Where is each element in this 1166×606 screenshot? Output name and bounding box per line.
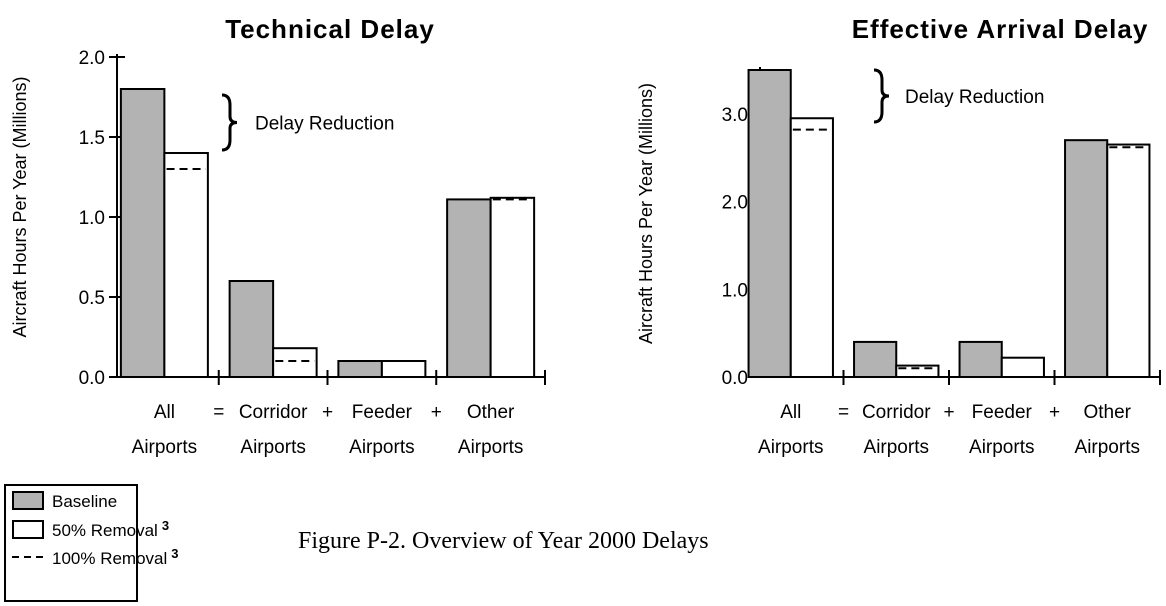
x-tick-label-line: Airports [758,437,823,458]
legend-box [4,484,138,602]
y-tick-label: 0.0 [79,368,105,389]
operator: = [838,402,849,423]
legend-label: 100% Removal [52,549,167,568]
bar [1106,143,1151,378]
y-tick-label: 1.5 [79,128,105,149]
x-tick-label-line: Airports [458,437,523,458]
bar [446,198,492,378]
bar [789,117,834,378]
x-tick-label-line: Feeder [352,402,413,423]
y-tick-label: 1.0 [79,208,105,229]
operator: + [1049,402,1060,423]
x-tick-label-line: Other [1083,402,1131,423]
operator: + [943,402,954,423]
chart-title: Technical Delay [225,14,435,44]
legend-note: 3 [162,518,169,533]
operator: + [322,402,333,423]
chart-title: Effective Arrival Delay [852,14,1149,44]
x-tick-label: All Airports [758,402,823,458]
legend-swatch [12,491,44,510]
x-tick-label-line: Other [467,402,515,423]
bar [163,152,209,378]
y-tick-label: 0.0 [722,368,748,389]
brace [873,68,890,124]
x-tick-label-line: Airports [1075,437,1140,458]
y-tick-label: 3.0 [722,105,748,126]
bar [1064,139,1109,378]
x-tick-label-line: Airports [132,437,197,458]
operator: + [431,402,442,423]
legend-label: 50% Removal [52,521,158,540]
y-tick-label: 0.5 [79,288,105,309]
bar [853,340,898,378]
x-tick-label: Other Airports [458,402,523,458]
bar [337,360,383,378]
x-tick-label: Feeder Airports [349,402,414,458]
x-tick-label-line: Airports [349,437,414,458]
annotation: Delay Reduction [905,87,1044,108]
y-axis-label: Aircraft Hours Per Year (Millions) [636,83,656,344]
x-tick-label: Other Airports [1075,402,1140,458]
x-tick-label-line: All [154,402,175,423]
x-tick-label: All Airports [132,402,197,458]
bar [380,360,427,378]
bar [272,347,318,379]
bar [958,340,1003,378]
bar [119,88,166,378]
x-tick-label-line: Airports [240,437,305,458]
legend-swatch [12,520,44,539]
x-tick-label-line: All [780,402,801,423]
x-tick-label: Feeder Airports [969,402,1034,458]
y-tick-label: 2.0 [79,48,105,69]
x-tick-label: Corridor Airports [239,402,308,458]
bar [895,364,940,378]
legend-label: Baseline [52,492,117,511]
x-tick-label-line: Feeder [972,402,1033,423]
x-tick-label-line: Corridor [862,402,931,423]
brace [221,93,238,152]
x-tick-label: Corridor Airports [862,402,931,458]
y-tick-label: 2.0 [722,193,748,214]
legend-note: 3 [171,546,178,561]
annotation: Delay Reduction [255,114,394,135]
y-tick-label: 1.0 [722,280,748,301]
operator: = [213,402,224,423]
x-tick-label-line: Airports [864,437,929,458]
caption: Figure P-2. Overview of Year 2000 Delays [298,528,709,554]
x-tick-label-line: Airports [969,437,1034,458]
bar [228,280,275,378]
x-tick-label-line: Corridor [239,402,308,423]
y-axis-label: Aircraft Hours Per Year (Millions) [10,76,30,337]
bar [489,196,536,378]
bar [747,69,792,378]
bar [1000,356,1045,378]
